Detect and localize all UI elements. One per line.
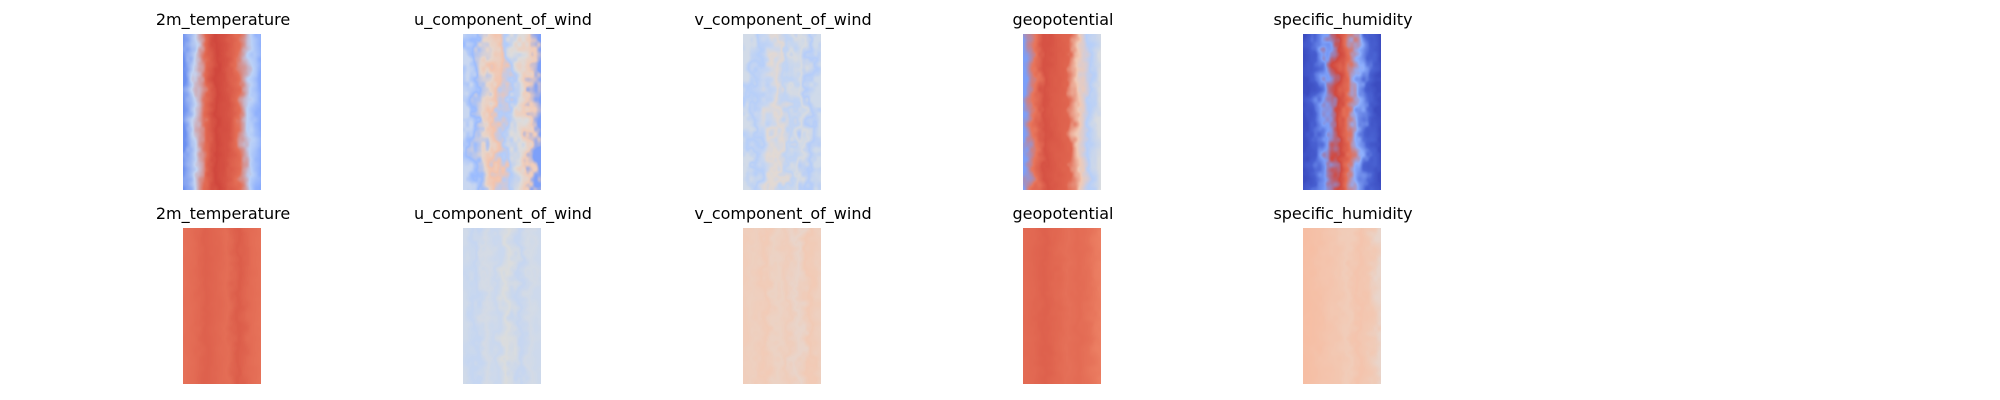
panel-2m-temperature-row2: 2m_temperature bbox=[123, 204, 323, 394]
panel-v-component-of-wind-row2: v_component_of_wind bbox=[683, 204, 883, 394]
heatmap-2m-temperature-row2 bbox=[183, 228, 261, 384]
panel-geopotential-row1: geopotential bbox=[963, 10, 1163, 200]
panel-title: 2m_temperature bbox=[155, 10, 291, 29]
panel-specific-humidity-row2: specific_humidity bbox=[1243, 204, 1443, 394]
panel-specific-humidity-row1: specific_humidity bbox=[1243, 10, 1443, 200]
panel-geopotential-row2: geopotential bbox=[963, 204, 1163, 394]
heatmap-specific-humidity-row2 bbox=[1303, 228, 1381, 384]
panel-title: u_component_of_wind bbox=[414, 204, 592, 223]
panel-u-component-of-wind-row2: u_component_of_wind bbox=[403, 204, 603, 394]
panel-title: specific_humidity bbox=[1273, 10, 1413, 29]
heatmap-2m-temperature-row1 bbox=[183, 34, 261, 190]
heatmap-specific-humidity-row1 bbox=[1303, 34, 1381, 190]
heatmap-v-component-of-wind-row2 bbox=[743, 228, 821, 384]
panel-2m-temperature-row1: 2m_temperature bbox=[123, 10, 323, 200]
panel-title: v_component_of_wind bbox=[694, 204, 872, 223]
panel-u-component-of-wind-row1: u_component_of_wind bbox=[403, 10, 603, 200]
heatmap-geopotential-row2 bbox=[1023, 228, 1101, 384]
panel-title: v_component_of_wind bbox=[694, 10, 872, 29]
heatmap-u-component-of-wind-row1 bbox=[463, 34, 541, 190]
heatmap-u-component-of-wind-row2 bbox=[463, 228, 541, 384]
panel-title: u_component_of_wind bbox=[414, 10, 592, 29]
panel-title: geopotential bbox=[1012, 204, 1114, 223]
panel-title: specific_humidity bbox=[1273, 204, 1413, 223]
panel-v-component-of-wind-row1: v_component_of_wind bbox=[683, 10, 883, 200]
heatmap-geopotential-row1 bbox=[1023, 34, 1101, 190]
panel-title: geopotential bbox=[1012, 10, 1114, 29]
panel-title: 2m_temperature bbox=[155, 204, 291, 223]
heatmap-v-component-of-wind-row1 bbox=[743, 34, 821, 190]
